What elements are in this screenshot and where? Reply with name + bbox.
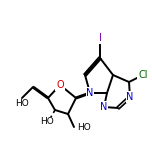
Text: O: O <box>56 80 64 90</box>
Text: HO: HO <box>15 100 29 109</box>
Text: HO: HO <box>77 123 91 131</box>
Text: HO: HO <box>40 117 54 126</box>
Text: Cl: Cl <box>138 70 148 80</box>
Text: N: N <box>100 102 108 112</box>
Text: I: I <box>98 33 101 43</box>
Text: N: N <box>126 92 134 102</box>
Text: N: N <box>86 88 94 98</box>
